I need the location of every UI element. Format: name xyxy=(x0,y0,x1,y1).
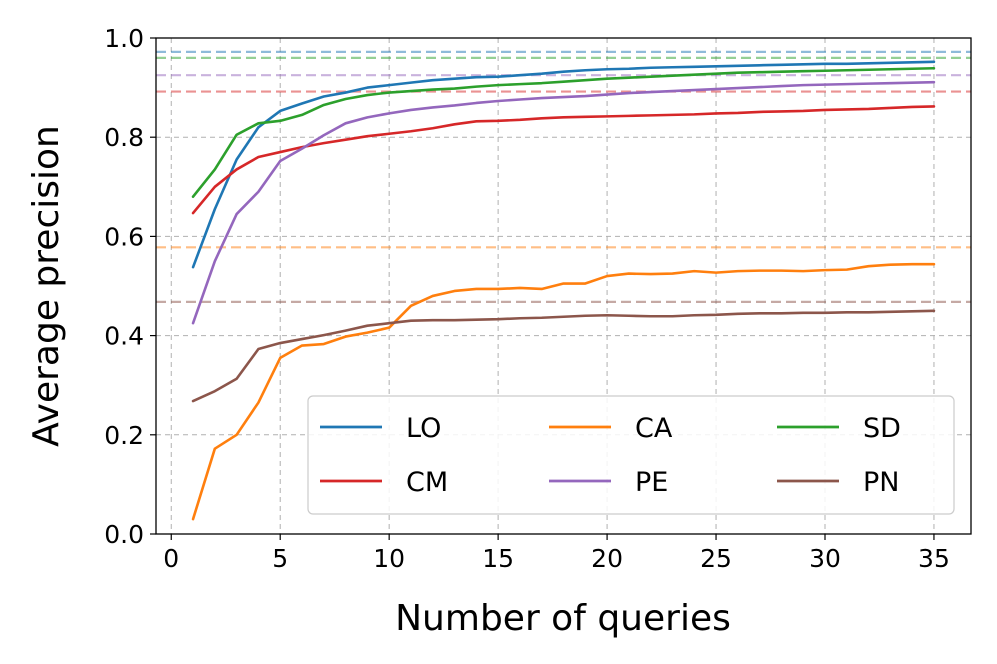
x-tick-label: 15 xyxy=(482,544,514,573)
y-tick-label: 0.2 xyxy=(104,421,144,450)
legend-label-pe: PE xyxy=(635,467,668,498)
x-tick-label: 10 xyxy=(373,544,405,573)
series-line-lo xyxy=(191,60,936,269)
series-line-sd xyxy=(191,66,936,199)
x-tick-label: 5 xyxy=(272,544,288,573)
y-tick-label: 1.0 xyxy=(104,24,144,53)
legend-label-lo: LO xyxy=(406,413,441,444)
plot-frame xyxy=(155,37,972,535)
x-tick-label: 35 xyxy=(918,544,950,573)
legend-box xyxy=(307,395,955,515)
series-line-pn xyxy=(191,309,936,403)
y-tick-label: 0.8 xyxy=(104,123,144,152)
legend-label-sd: SD xyxy=(863,413,901,444)
x-tick-label: 20 xyxy=(591,544,623,573)
legend-label-cm: CM xyxy=(406,467,448,498)
legend-label-ca: CA xyxy=(635,413,673,444)
x-tick-label: 25 xyxy=(700,544,732,573)
y-axis-title: Average precision xyxy=(26,125,67,447)
x-axis-title: Number of queries xyxy=(395,598,731,639)
reference-lines xyxy=(156,50,971,303)
legend: LO CA SD CM PE PN xyxy=(307,395,955,515)
y-tick-label: 0.4 xyxy=(104,322,144,351)
x-tick-label: 30 xyxy=(809,544,841,573)
series-line-pe xyxy=(191,80,936,325)
series-line-ca xyxy=(191,262,936,521)
y-tick-label: 0.6 xyxy=(104,222,144,251)
legend-label-pn: PN xyxy=(863,467,899,498)
series-lines xyxy=(191,60,936,521)
axis-ticks: 0 5 10 15 20 25 30 35 0.0 0.2 0.4 0.6 0.8 1.0 xyxy=(104,24,950,573)
series-line-cm xyxy=(191,105,936,215)
y-tick-label: 0.0 xyxy=(104,520,144,549)
x-tick-label: 0 xyxy=(163,544,179,573)
